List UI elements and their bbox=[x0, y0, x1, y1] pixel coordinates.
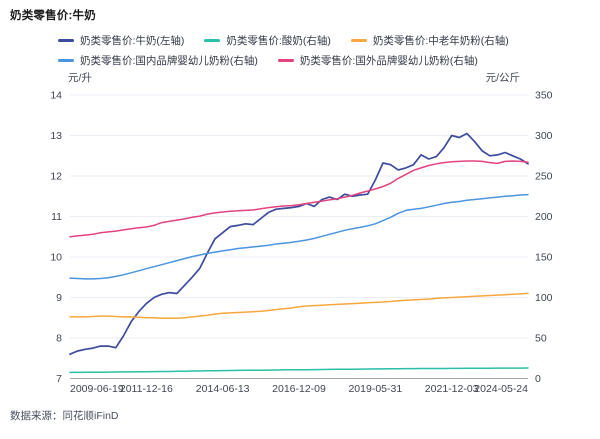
series-line-1 bbox=[69, 367, 529, 374]
legend-label: 奶类零售价:国内品牌婴幼儿奶粉(右轴) bbox=[80, 55, 258, 67]
legend-swatch-icon bbox=[58, 59, 74, 62]
right-axis-tick-label: 150 bbox=[535, 252, 553, 264]
right-axis-tick-label: 50 bbox=[535, 333, 547, 345]
x-axis-tick-label: 2024-05-24 bbox=[474, 383, 528, 395]
x-axis-tick-label: 2019-05-31 bbox=[348, 383, 402, 395]
legend: 奶类零售价:牛奶(左轴) 奶类零售价:酸奶(右轴) 奶类零售价:中老年奶粉(右轴) 奶… bbox=[58, 33, 533, 68]
x-axis-tick-label: 2016-12-09 bbox=[272, 383, 326, 395]
x-axis-tick-label: 2009-06-19 bbox=[70, 383, 124, 395]
left-axis-tick-label: 8 bbox=[56, 333, 62, 345]
series-line-2 bbox=[69, 292, 529, 319]
data-source-note: 数据来源：同花顺iFinD bbox=[10, 410, 119, 422]
right-axis-tick-label: 300 bbox=[535, 130, 553, 142]
left-axis-tick-label: 13 bbox=[50, 130, 62, 142]
legend-label: 奶类零售价:牛奶(左轴) bbox=[80, 35, 185, 47]
right-axis-tick-label: 200 bbox=[535, 211, 553, 223]
left-axis-tick-label: 10 bbox=[50, 252, 62, 264]
left-axis-tick-label: 7 bbox=[56, 373, 62, 385]
legend-item-0[interactable]: 奶类零售价:牛奶(左轴) bbox=[58, 33, 184, 48]
series-line-0 bbox=[69, 132, 529, 356]
legend-swatch-icon bbox=[58, 39, 74, 42]
right-axis-tick-label: 0 bbox=[535, 373, 541, 385]
page-title: 奶类零售价:牛奶 bbox=[10, 10, 96, 22]
x-axis-tick-label: 2014-06-13 bbox=[196, 383, 250, 395]
legend-item-4[interactable]: 奶类零售价:国外品牌婴幼儿奶粉(右轴) bbox=[277, 53, 478, 68]
legend-swatch-icon bbox=[350, 39, 367, 42]
legend-swatch-icon bbox=[277, 59, 294, 62]
x-axis-tick-label: 2011-12-16 bbox=[120, 383, 173, 395]
right-axis-tick-label: 350 bbox=[535, 90, 553, 102]
series-line-3 bbox=[69, 193, 529, 280]
right-axis-tick-label: 100 bbox=[535, 292, 553, 304]
right-axis-unit: 元/公斤 bbox=[486, 72, 520, 84]
legend-label: 奶类零售价:酸奶(右轴) bbox=[226, 35, 331, 47]
legend-item-2[interactable]: 奶类零售价:中老年奶粉(右轴) bbox=[350, 33, 509, 48]
right-axis-tick-label: 250 bbox=[535, 171, 553, 183]
legend-swatch-icon bbox=[204, 39, 221, 42]
x-axis-tick-label: 2021-12-03 bbox=[425, 383, 479, 395]
series-line-4 bbox=[69, 160, 529, 238]
left-axis-tick-label: 12 bbox=[50, 171, 62, 183]
left-axis-unit: 元/升 bbox=[68, 72, 92, 84]
left-axis-tick-label: 14 bbox=[50, 90, 62, 102]
legend-item-1[interactable]: 奶类零售价:酸奶(右轴) bbox=[204, 33, 331, 48]
left-axis-tick-label: 9 bbox=[56, 292, 62, 304]
legend-item-3[interactable]: 奶类零售价:国内品牌婴幼儿奶粉(右轴) bbox=[58, 53, 258, 68]
left-axis-tick-label: 11 bbox=[51, 211, 62, 223]
legend-label: 奶类零售价:中老年奶粉(右轴) bbox=[372, 35, 509, 47]
legend-label: 奶类零售价:国外品牌婴幼儿奶粉(右轴) bbox=[299, 55, 478, 67]
